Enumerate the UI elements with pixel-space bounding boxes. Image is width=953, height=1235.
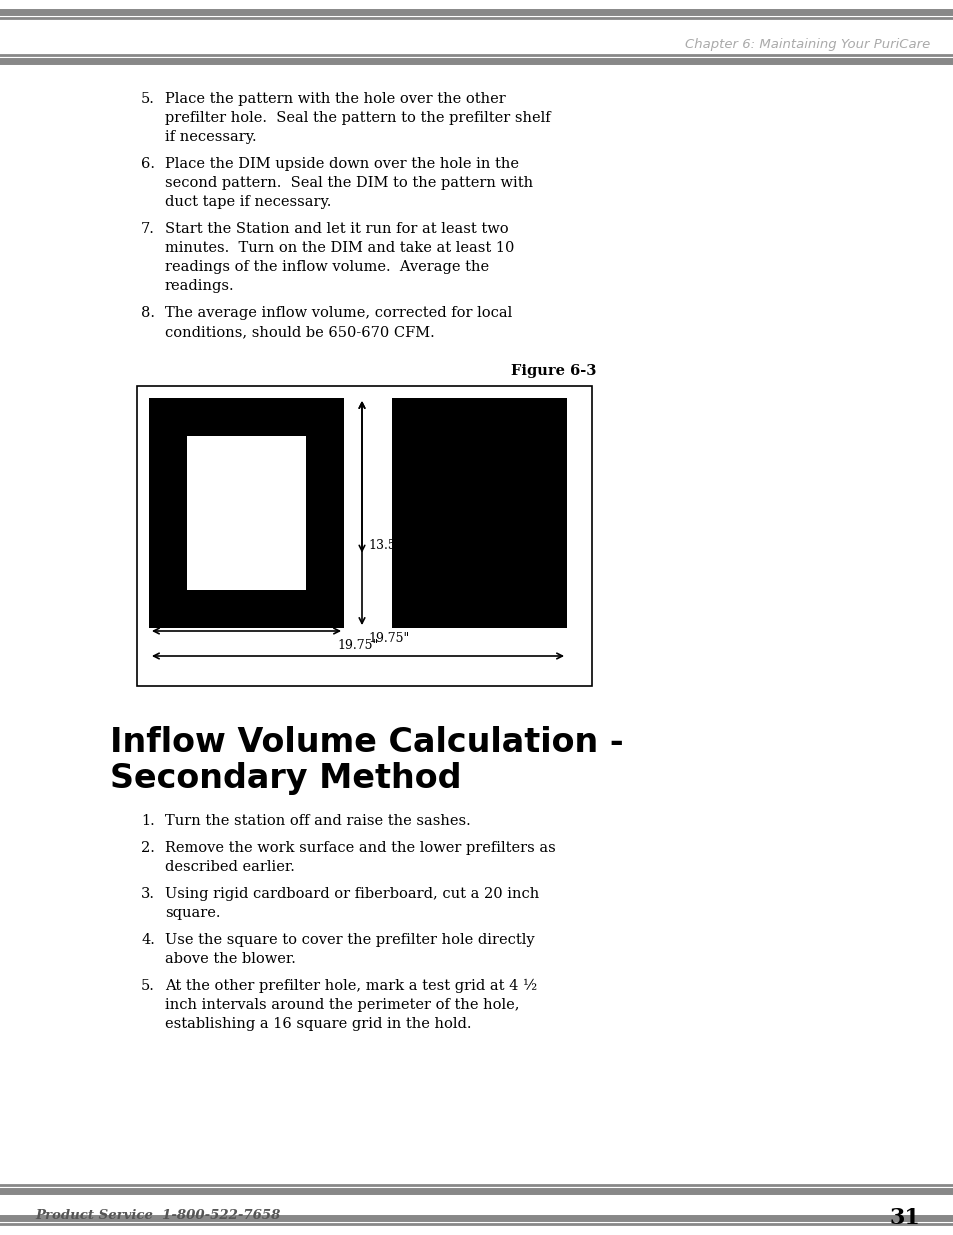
- Text: establishing a 16 square grid in the hold.: establishing a 16 square grid in the hol…: [165, 1016, 471, 1031]
- Text: 5.: 5.: [141, 91, 154, 106]
- Text: 19.75": 19.75": [337, 638, 378, 652]
- Text: minutes.  Turn on the DIM and take at least 10: minutes. Turn on the DIM and take at lea…: [165, 241, 514, 254]
- Text: 31: 31: [888, 1207, 919, 1229]
- Text: 3.: 3.: [141, 887, 154, 902]
- Text: readings.: readings.: [165, 279, 234, 293]
- Bar: [149, 398, 344, 629]
- Text: 19.75": 19.75": [368, 632, 409, 645]
- Text: At the other prefilter hole, mark a test grid at 4 ½: At the other prefilter hole, mark a test…: [165, 979, 537, 993]
- Text: 7.: 7.: [141, 222, 154, 236]
- Text: 4.: 4.: [141, 932, 154, 947]
- Bar: [187, 436, 306, 590]
- Text: described earlier.: described earlier.: [165, 860, 294, 874]
- Text: conditions, should be 650-670 CFM.: conditions, should be 650-670 CFM.: [165, 325, 435, 338]
- Text: Product Service  1-800-522-7658: Product Service 1-800-522-7658: [35, 1209, 280, 1221]
- Text: Using rigid cardboard or fiberboard, cut a 20 inch: Using rigid cardboard or fiberboard, cut…: [165, 887, 538, 902]
- Text: Place the pattern with the hole over the other: Place the pattern with the hole over the…: [165, 91, 505, 106]
- Text: duct tape if necessary.: duct tape if necessary.: [165, 195, 331, 209]
- Text: 1.: 1.: [141, 814, 154, 827]
- Text: readings of the inflow volume.  Average the: readings of the inflow volume. Average t…: [165, 261, 489, 274]
- Text: 2.: 2.: [141, 841, 154, 855]
- Text: Turn the station off and raise the sashes.: Turn the station off and raise the sashe…: [165, 814, 470, 827]
- Text: The average inflow volume, corrected for local: The average inflow volume, corrected for…: [165, 306, 512, 320]
- Text: Remove the work surface and the lower prefilters as: Remove the work surface and the lower pr…: [165, 841, 556, 855]
- Text: if necessary.: if necessary.: [165, 130, 256, 144]
- Text: Inflow Volume Calculation -: Inflow Volume Calculation -: [110, 726, 623, 760]
- Text: 13.5": 13.5": [368, 538, 401, 552]
- Text: prefilter hole.  Seal the pattern to the prefilter shelf: prefilter hole. Seal the pattern to the …: [165, 111, 550, 125]
- Text: Secondary Method: Secondary Method: [110, 762, 461, 795]
- Text: square.: square.: [165, 906, 220, 920]
- Text: Use the square to cover the prefilter hole directly: Use the square to cover the prefilter ho…: [165, 932, 534, 947]
- Text: Place the DIM upside down over the hole in the: Place the DIM upside down over the hole …: [165, 157, 518, 170]
- Text: 5.: 5.: [141, 979, 154, 993]
- Text: Figure 6-3: Figure 6-3: [510, 364, 596, 378]
- Text: above the blower.: above the blower.: [165, 952, 295, 966]
- Text: Chapter 6: Maintaining Your PuriCare: Chapter 6: Maintaining Your PuriCare: [684, 38, 929, 51]
- Text: second pattern.  Seal the DIM to the pattern with: second pattern. Seal the DIM to the patt…: [165, 177, 533, 190]
- Text: Start the Station and let it run for at least two: Start the Station and let it run for at …: [165, 222, 508, 236]
- Text: inch intervals around the perimeter of the hole,: inch intervals around the perimeter of t…: [165, 998, 519, 1011]
- Text: 6.: 6.: [141, 157, 154, 170]
- Text: 13.5": 13.5": [230, 614, 263, 627]
- Bar: [137, 387, 592, 685]
- Bar: [392, 398, 566, 629]
- Text: 8.: 8.: [141, 306, 154, 320]
